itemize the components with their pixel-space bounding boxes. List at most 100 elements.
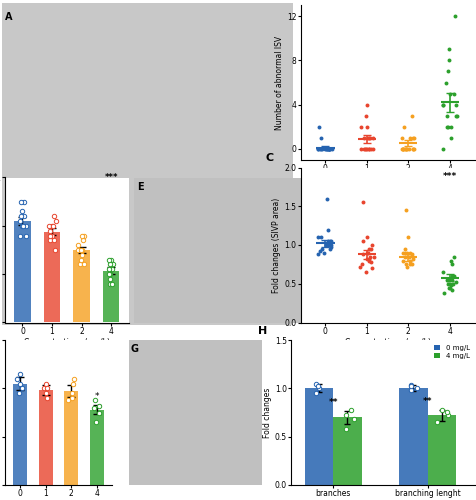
Point: [69, 389, 76, 397]
Point: [367, 145, 375, 153]
Bar: [64, 391, 78, 485]
Point: [68, 394, 76, 402]
Point: [449, 90, 456, 98]
Point: [443, 68, 450, 76]
Point: [317, 245, 325, 253]
Point: [70, 374, 78, 382]
Point: [325, 237, 333, 245]
Point: [367, 241, 375, 249]
X-axis label: Concentrations (mg/L): Concentrations (mg/L): [344, 176, 430, 185]
Point: [317, 145, 324, 153]
Point: [357, 260, 365, 268]
Point: [405, 260, 413, 268]
Text: C: C: [265, 154, 273, 164]
Point: [447, 276, 455, 284]
Point: [325, 240, 333, 248]
Point: [323, 145, 330, 153]
Point: [442, 276, 449, 284]
Y-axis label: Fold changes (SIVP area): Fold changes (SIVP area): [272, 198, 281, 292]
Point: [398, 249, 406, 257]
Point: [452, 112, 460, 120]
Point: [367, 264, 375, 272]
Point: [362, 255, 369, 263]
Point: [46, 236, 54, 244]
Point: [409, 134, 416, 142]
Point: [20, 198, 27, 205]
Point: [446, 134, 454, 142]
Text: G: G: [130, 344, 138, 354]
Point: [438, 268, 446, 276]
Point: [357, 145, 365, 153]
Point: [18, 198, 25, 205]
Point: [407, 250, 415, 258]
Point: [326, 145, 333, 153]
Point: [106, 270, 114, 278]
Point: [49, 222, 56, 230]
Point: [80, 232, 88, 239]
Point: [42, 380, 50, 388]
Point: [349, 416, 357, 424]
Point: [322, 194, 330, 202]
Point: [361, 112, 369, 120]
Point: [16, 217, 24, 225]
Point: [106, 260, 114, 268]
Point: [359, 250, 367, 258]
Point: [449, 252, 457, 260]
Point: [311, 380, 319, 388]
Point: [450, 12, 457, 20]
Point: [443, 123, 451, 131]
Text: A: A: [5, 12, 13, 22]
Point: [315, 384, 322, 392]
Point: [401, 145, 409, 153]
Point: [443, 412, 451, 420]
Point: [362, 100, 370, 108]
Point: [314, 233, 322, 241]
Text: **: **: [328, 398, 337, 407]
Point: [358, 237, 366, 245]
Point: [359, 145, 367, 153]
Point: [439, 289, 446, 297]
Point: [432, 418, 440, 426]
Point: [446, 282, 454, 290]
Text: **: **: [422, 397, 431, 406]
Point: [446, 123, 454, 131]
Point: [407, 386, 414, 394]
Point: [313, 382, 321, 390]
Point: [43, 384, 50, 392]
Point: [446, 256, 454, 264]
Point: [48, 232, 56, 239]
Point: [325, 241, 332, 249]
Point: [401, 145, 408, 153]
Y-axis label: Number of abnormal ISV: Number of abnormal ISV: [275, 36, 284, 130]
Point: [107, 256, 114, 264]
Bar: [103, 271, 119, 322]
Point: [404, 145, 412, 153]
Point: [16, 380, 24, 388]
Point: [76, 260, 84, 268]
Point: [17, 212, 24, 220]
Text: E: E: [137, 182, 143, 192]
Point: [327, 237, 335, 245]
Point: [74, 246, 82, 254]
Point: [444, 56, 452, 64]
Point: [64, 396, 72, 404]
Point: [95, 408, 103, 416]
Point: [95, 402, 102, 409]
Point: [22, 222, 30, 230]
Point: [397, 134, 405, 142]
Point: [325, 145, 332, 153]
Point: [409, 145, 417, 153]
Point: [449, 272, 457, 280]
Point: [408, 260, 416, 268]
Point: [405, 249, 413, 257]
Point: [323, 237, 331, 245]
Point: [443, 123, 450, 131]
Point: [401, 245, 408, 253]
Point: [398, 145, 406, 153]
Point: [77, 246, 84, 254]
Point: [444, 276, 452, 284]
Point: [401, 206, 409, 214]
Point: [448, 280, 456, 288]
Point: [16, 370, 23, 378]
Point: [452, 100, 459, 108]
